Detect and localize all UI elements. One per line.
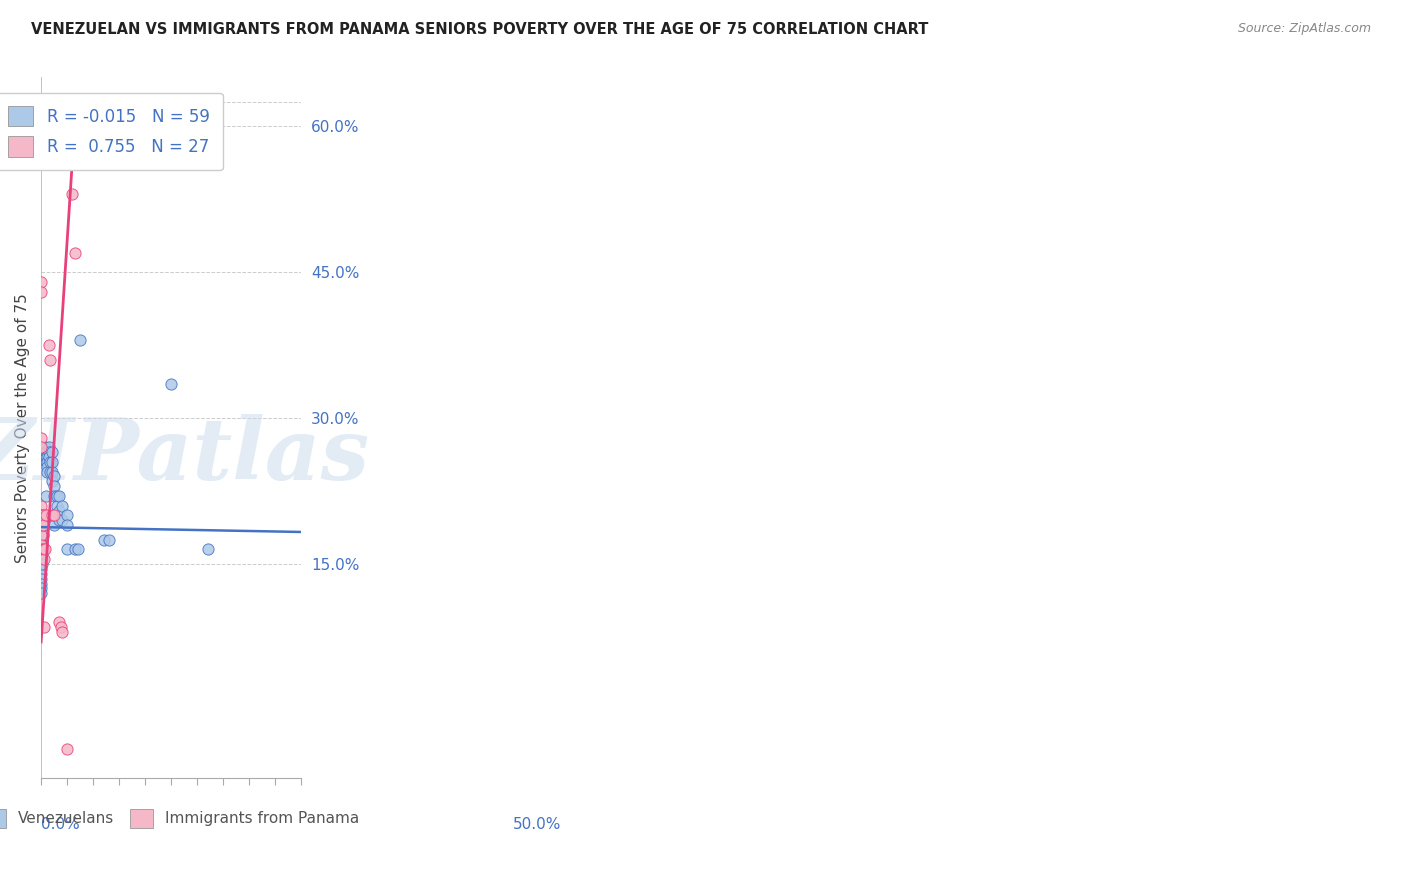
Point [197,542,219,557]
Point [30,508,52,523]
Point [34,440,56,454]
Text: 0.0%: 0.0% [41,817,80,831]
Point [30,542,52,557]
Point [30,572,52,586]
Point [32,620,55,634]
Point [37,450,59,464]
Point [30,538,52,552]
Point [30,562,52,576]
Point [31,557,53,571]
Point [45,499,67,513]
Legend: Venezuelans, Immigrants from Panama: Venezuelans, Immigrants from Panama [0,803,366,834]
Point [41,455,63,469]
Point [34,542,56,557]
Point [30,586,52,600]
Point [30,547,52,561]
Y-axis label: Seniors Poverty Over the Age of 75: Seniors Poverty Over the Age of 75 [15,293,30,563]
Point [30,582,52,596]
Point [48,489,70,503]
Point [39,352,62,367]
Point [56,742,79,756]
Point [69,333,91,347]
Point [38,338,60,352]
Point [35,445,58,459]
Point [30,566,52,581]
Point [97,533,120,547]
Point [31,508,53,523]
Point [38,440,60,454]
Point [93,533,115,547]
Point [42,489,65,503]
Point [51,499,73,513]
Point [56,508,79,523]
Point [37,459,59,474]
Point [42,518,65,533]
Point [35,508,58,523]
Point [34,450,56,464]
Point [48,615,70,630]
Point [30,285,52,299]
Point [34,445,56,459]
Point [30,538,52,552]
Point [160,377,183,392]
Point [41,445,63,459]
Text: ZIPatlas: ZIPatlas [0,414,370,498]
Point [42,508,65,523]
Point [48,513,70,527]
Point [41,508,63,523]
Point [30,576,52,591]
Text: 50.0%: 50.0% [513,817,561,831]
Point [35,508,58,523]
Point [31,547,53,561]
Point [31,528,53,542]
Point [66,542,89,557]
Point [30,518,52,533]
Point [30,528,52,542]
Point [31,508,53,523]
Point [42,469,65,483]
Point [35,455,58,469]
Point [37,455,59,469]
Point [39,455,62,469]
Point [32,542,55,557]
Point [38,450,60,464]
Text: VENEZUELAN VS IMMIGRANTS FROM PANAMA SENIORS POVERTY OVER THE AGE OF 75 CORRELAT: VENEZUELAN VS IMMIGRANTS FROM PANAMA SEN… [31,22,928,37]
Point [38,445,60,459]
Point [51,625,73,640]
Point [49,620,72,634]
Point [30,440,52,454]
Point [30,557,52,571]
Point [30,552,52,566]
Point [63,542,86,557]
Point [32,552,55,566]
Point [31,518,53,533]
Point [30,499,52,513]
Point [41,465,63,479]
Point [35,450,58,464]
Point [63,245,86,260]
Point [31,538,53,552]
Point [30,275,52,289]
Point [42,479,65,493]
Point [30,431,52,445]
Point [37,465,59,479]
Point [51,513,73,527]
Point [32,542,55,557]
Point [35,489,58,503]
Point [31,518,53,533]
Point [45,489,67,503]
Point [48,503,70,517]
Point [60,187,83,202]
Point [31,542,53,557]
Point [41,475,63,489]
Point [31,552,53,566]
Point [56,542,79,557]
Point [56,518,79,533]
Point [39,465,62,479]
Text: Source: ZipAtlas.com: Source: ZipAtlas.com [1237,22,1371,36]
